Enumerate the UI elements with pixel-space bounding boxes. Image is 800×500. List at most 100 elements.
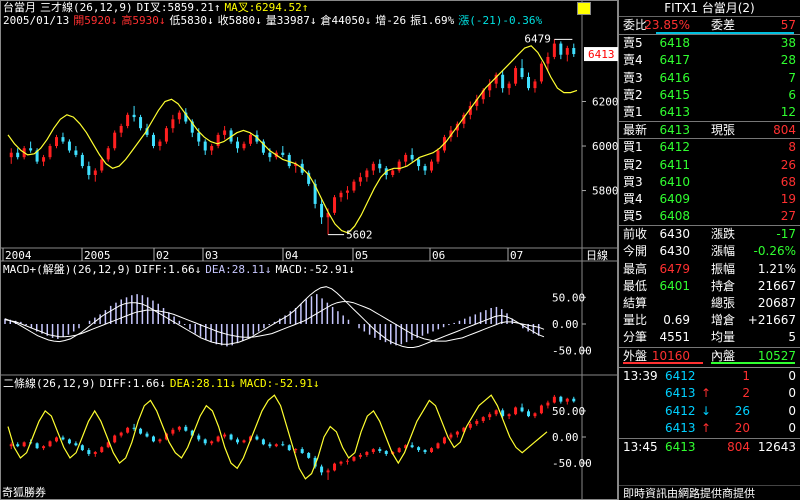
candle-body bbox=[248, 134, 252, 144]
candle-body-2 bbox=[106, 442, 110, 448]
candle-body-2 bbox=[9, 444, 13, 447]
candle-body bbox=[507, 83, 511, 89]
ratio-value: 23.85% bbox=[644, 18, 690, 32]
bid-row-5: 買5 6408 27 bbox=[619, 208, 800, 225]
candle-body bbox=[164, 128, 168, 142]
last-value: 6413 bbox=[659, 123, 690, 138]
candle-body bbox=[139, 117, 143, 129]
candle-body-2 bbox=[423, 450, 427, 453]
stat-v2: -0.26% bbox=[753, 244, 796, 259]
outer-value: 10160 bbox=[651, 348, 690, 363]
candle-body-2 bbox=[501, 410, 505, 417]
stat-l2: 振幅 bbox=[711, 261, 736, 276]
bid-row-5-price: 6408 bbox=[659, 209, 690, 224]
candle-body-2 bbox=[139, 428, 143, 434]
y-tick-label: -50.00 bbox=[552, 457, 592, 470]
candle-body-2 bbox=[507, 414, 511, 417]
tick-v2: 0 bbox=[788, 403, 796, 418]
ask-row-3-price: 6416 bbox=[659, 70, 690, 85]
candle-body-2 bbox=[468, 423, 472, 428]
last-tick-price: 6413 bbox=[665, 439, 696, 454]
bid-list: 買1 6412 8 買2 6411 26 買3 6410 68 買4 6409 19 買5 6408 27 bbox=[619, 138, 800, 225]
candle-body bbox=[397, 161, 401, 171]
tick-list[interactable]: 13:39 6412 1 0 6413 ↑ 2 0 6412 ↓ 26 0 6413 ↑ 20 0 bbox=[619, 366, 800, 438]
outer-inner-row: 外盤 10160 內盤 10527 bbox=[619, 346, 800, 364]
tick-vol: 2 bbox=[742, 386, 750, 401]
last-price-tag bbox=[584, 47, 618, 62]
candle-body bbox=[481, 90, 485, 100]
candle-body bbox=[216, 134, 220, 147]
quote-panel: FITX1 台當月(2) 委比 23.85% 委差 57 賣5 6418 38 賣4 6… bbox=[618, 0, 800, 500]
x-tick-label: 2005 bbox=[84, 249, 111, 262]
oi-change-label: 增-26 bbox=[375, 14, 407, 27]
candle-body-2 bbox=[158, 439, 162, 442]
stat-l2: 漲跌 bbox=[711, 227, 736, 242]
quote-title: FITX1 台當月(2) bbox=[619, 0, 800, 17]
candle-body bbox=[552, 43, 556, 57]
candle-body-2 bbox=[287, 445, 291, 451]
panel-toggle-button[interactable] bbox=[577, 2, 591, 15]
ask-row-4-price: 6417 bbox=[659, 53, 690, 68]
candle-body bbox=[158, 141, 162, 147]
stat-v1: 6401 bbox=[659, 278, 690, 293]
candle-body-2 bbox=[87, 450, 91, 454]
tick-arrow: ↓ bbox=[701, 403, 712, 418]
candle-body-2 bbox=[520, 407, 524, 412]
candle-body-2 bbox=[80, 445, 84, 451]
bid-row-1-qty: 8 bbox=[788, 140, 796, 155]
tick-v2: 0 bbox=[788, 421, 796, 436]
diff-label: 委差 bbox=[711, 18, 736, 32]
ask-row-5-price: 6418 bbox=[659, 36, 690, 51]
second-dea: DEA:28.11↓ bbox=[169, 377, 237, 390]
stat-v2: 20687 bbox=[757, 296, 796, 310]
candle-body-2 bbox=[145, 433, 149, 437]
candle-body bbox=[410, 154, 414, 160]
candle-body-2 bbox=[42, 446, 46, 449]
tick-price: 6413 bbox=[665, 386, 696, 401]
candle-body-2 bbox=[527, 411, 531, 417]
tick-time: 13:39 bbox=[623, 368, 658, 383]
chart-svg[interactable]: 5800 6000 6200 6479 5602 6413 2004 2005 02 03 04 05… bbox=[0, 0, 618, 500]
amplitude-label: 振1.69% bbox=[410, 14, 455, 27]
candle-body bbox=[294, 163, 298, 167]
bid-row-3-price: 6410 bbox=[659, 174, 690, 189]
candle-body bbox=[378, 163, 382, 169]
stat-row: 今開 6430 漲幅 -0.26% bbox=[619, 243, 800, 260]
candle-body-2 bbox=[190, 430, 194, 436]
inner-label: 內盤 bbox=[711, 348, 736, 363]
ask-row-1-price: 6413 bbox=[659, 104, 690, 119]
candle-body bbox=[423, 166, 427, 171]
inner-value: 10527 bbox=[757, 348, 796, 363]
candle-body bbox=[539, 63, 543, 82]
candle-body bbox=[145, 128, 149, 135]
candle-body-2 bbox=[48, 441, 52, 447]
tick-price: 6413 bbox=[665, 421, 696, 436]
candle-body bbox=[358, 177, 362, 182]
bid-row-4: 買4 6409 19 bbox=[619, 191, 800, 208]
candle-body bbox=[462, 114, 466, 124]
candle-body-2 bbox=[417, 447, 421, 451]
candle-body-2 bbox=[16, 444, 20, 447]
candle-body-2 bbox=[475, 421, 479, 424]
candle-body bbox=[313, 183, 317, 204]
candle-body bbox=[326, 212, 330, 218]
candle-body-2 bbox=[281, 444, 285, 446]
chart-area[interactable]: 5800 6000 6200 6479 5602 6413 2004 2005 02 03 04 05… bbox=[0, 0, 618, 500]
stat-l1: 最低 bbox=[623, 278, 648, 293]
candle-body-2 bbox=[113, 435, 117, 443]
candle-body-2 bbox=[177, 426, 181, 430]
stat-l1: 分筆 bbox=[623, 330, 648, 345]
last-price-row: 最新 6413 現張 804 bbox=[619, 121, 800, 138]
candle-body-2 bbox=[430, 448, 434, 453]
oi-label: 倉44050↓ bbox=[320, 14, 372, 27]
x-tick-label: 2004 bbox=[5, 249, 32, 262]
candle-body bbox=[113, 132, 117, 149]
tick-arrow: ↑ bbox=[701, 421, 712, 436]
candle-body-2 bbox=[384, 451, 388, 454]
candle-body bbox=[475, 99, 479, 106]
second-macd: MACD:-52.91↓ bbox=[240, 377, 320, 390]
ask-row-2-price: 6415 bbox=[659, 87, 690, 102]
candle-body-2 bbox=[442, 437, 446, 444]
stat-v1: 6430 bbox=[659, 227, 690, 242]
candle-body-2 bbox=[294, 449, 298, 451]
